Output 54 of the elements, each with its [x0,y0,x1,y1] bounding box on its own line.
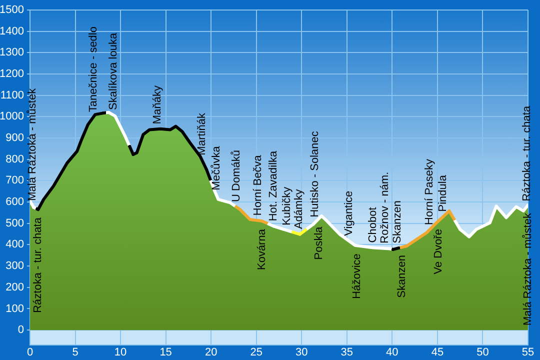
annotation: Mečůvka [210,145,223,190]
y-tick-label: 1000 [0,110,24,123]
y-tick-label: 1400 [0,25,24,38]
annotation: Horní Paseky [423,158,436,225]
annotation: Chobot [367,207,380,243]
annotation: Skanzen [396,255,408,298]
annotation: Martiňák [196,112,208,156]
annotation: Kubičky [281,186,294,226]
y-tick-label: 100 [6,302,24,315]
annotation: Kovárna [256,228,268,270]
annotation: Horní Bečva [252,154,264,216]
y-tick-label: 500 [6,217,24,230]
annotation: Vigantice [342,190,355,236]
annotation: Skalíkova louka [107,32,120,110]
x-tick-label: 35 [340,346,354,359]
annotation: Rožnov - nám. [378,172,391,244]
annotation: Skanzen [392,200,404,244]
x-tick-label: 5 [72,346,78,359]
y-tick-label: 0 [18,324,24,336]
x-tick-label: 0 [26,346,34,359]
y-tick-label: 900 [6,132,24,144]
annotation: Ve Dvoře [432,229,444,274]
annotation: Poskla [312,226,325,260]
y-tick-label: 200 [6,281,24,294]
annotation: Pindula [436,174,449,212]
y-tick-label: 600 [6,196,24,208]
x-tick-label: 55 [522,346,534,359]
x-tick-label: 25 [250,346,262,359]
x-tick-label: 30 [296,346,308,359]
y-tick-label: 700 [6,174,24,187]
y-tick-label: 300 [6,260,24,272]
y-tick-label: 1300 [0,46,24,59]
x-tick-label: 45 [431,346,444,359]
x-tick-label: 50 [476,346,489,359]
annotation: Malá Ráztoka - můstek [26,88,39,201]
x-tick-label: 15 [160,346,172,359]
y-tick-label: 1200 [0,68,24,80]
x-tick-label: 40 [386,346,398,359]
x-tick-label: 20 [204,346,218,359]
annotation: U Domáků [230,150,242,202]
annotation: Hutisko - Solanec [309,130,322,218]
annotation: Tanečnice - sedlo [87,26,100,112]
annotation: Malá Ráztoka - můstek [522,212,534,326]
annotation: Hážovice [350,254,363,299]
annotation: Maňáky [152,85,164,124]
annotation: Ráztoka - tur. chata [521,105,534,202]
y-tick-label: 1500 [0,4,24,16]
annotation: Adámky [292,188,305,230]
x-tick-label: 10 [114,346,127,359]
y-tick-label: 400 [6,238,24,251]
annotation: Ráztoka - tur. chata [32,216,44,313]
y-tick-label: 1100 [0,89,24,102]
annotation: Hot. Zavadilka [268,150,280,222]
y-tick-label: 800 [6,153,24,166]
